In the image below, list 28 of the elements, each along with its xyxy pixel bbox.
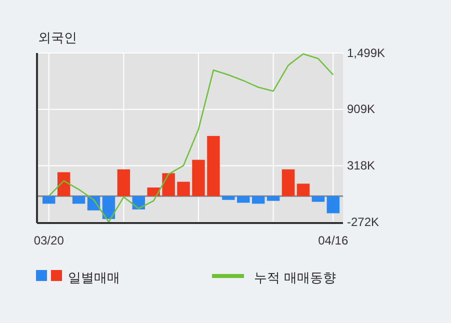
bar	[296, 184, 310, 196]
y-tick-label: 318K	[347, 158, 376, 173]
bar	[282, 169, 295, 196]
x-tick-label: 03/20	[34, 234, 64, 248]
bar	[147, 187, 160, 196]
legend-label: 누적 매매동향	[254, 271, 336, 286]
bar	[207, 136, 220, 196]
bar	[312, 196, 325, 202]
bar	[177, 182, 190, 196]
chart-title: 외국인	[38, 31, 77, 46]
bar	[72, 196, 86, 204]
bar	[57, 172, 70, 196]
bar	[192, 160, 205, 196]
bar	[102, 196, 116, 219]
bar	[117, 169, 130, 196]
bar	[237, 196, 250, 203]
y-tick-label: 1,499K	[347, 46, 386, 60]
x-tick-label: 04/16	[318, 234, 348, 248]
bar	[42, 196, 56, 204]
bar	[266, 196, 280, 201]
bar	[326, 196, 340, 214]
legend-label: 일별매매	[68, 271, 120, 286]
line-series	[48, 53, 334, 223]
bar	[252, 196, 265, 204]
y-tick-label: 909K	[347, 102, 376, 116]
y-tick-label: -272K	[347, 214, 380, 229]
bar	[222, 196, 235, 200]
bar	[162, 173, 175, 196]
